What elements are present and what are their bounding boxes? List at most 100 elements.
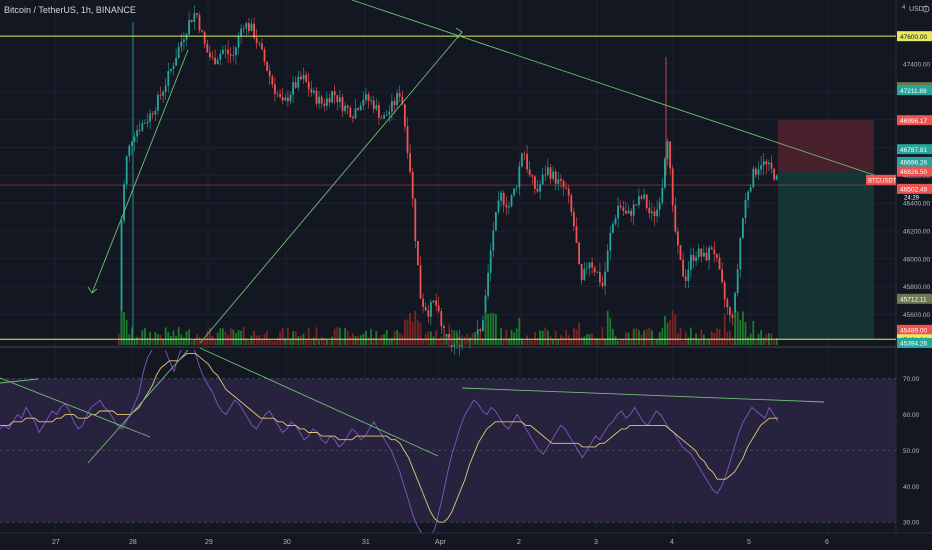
- volume-bar: [734, 312, 736, 345]
- candle-body: [248, 23, 250, 32]
- candle-body: [573, 211, 575, 227]
- volume-bar: [229, 328, 232, 345]
- volume-bar: [326, 339, 328, 345]
- price-label-text: 47600.00: [900, 34, 927, 41]
- candle-body: [531, 174, 534, 177]
- rsi-tick-label: 50.00: [903, 448, 920, 455]
- candle-body: [240, 28, 242, 36]
- price-label-text: 45712.11: [900, 296, 927, 303]
- volume-bar: [536, 338, 539, 345]
- candle-body: [281, 96, 284, 101]
- candle-body: [271, 76, 274, 85]
- candle-body: [731, 314, 734, 318]
- volume-bar: [627, 332, 630, 345]
- candle-body: [484, 295, 487, 321]
- volume-bar: [523, 340, 526, 345]
- candle-body: [162, 91, 164, 96]
- volume-bar: [149, 331, 151, 345]
- volume-bar: [307, 328, 310, 345]
- candle-body: [541, 174, 544, 185]
- volume-bar: [320, 336, 323, 345]
- volume-bar: [393, 331, 396, 345]
- candle-body: [721, 269, 723, 283]
- candle-body: [224, 49, 227, 51]
- candle-body: [669, 141, 671, 169]
- volume-bar: [726, 331, 729, 345]
- volume-bar: [289, 338, 292, 345]
- volume-bar: [458, 339, 461, 345]
- candle-body: [193, 13, 196, 22]
- candle-body: [513, 188, 515, 196]
- candle-body: [593, 267, 596, 273]
- volume-bar: [531, 340, 534, 345]
- volume-bar: [744, 322, 747, 345]
- volume-bar: [188, 329, 190, 345]
- volume-bar: [154, 331, 157, 345]
- volume-bar: [172, 330, 175, 345]
- candle-body: [760, 165, 762, 170]
- arrow-head: [87, 286, 98, 294]
- volume-bar: [708, 338, 710, 345]
- candle-body: [294, 82, 297, 88]
- candle-body: [658, 202, 661, 210]
- volume-bar: [372, 337, 375, 345]
- volume-bar: [625, 332, 627, 345]
- candle-body: [302, 74, 305, 80]
- candle-body: [396, 93, 398, 106]
- candle-body: [323, 103, 326, 106]
- volume-bar: [705, 340, 708, 345]
- candle-body: [508, 206, 510, 208]
- volume-bar: [354, 336, 357, 345]
- volume-bar: [687, 337, 690, 345]
- volume-bar: [159, 334, 162, 345]
- candle-body: [123, 184, 125, 221]
- candle-body: [765, 161, 768, 165]
- candle-body: [372, 100, 375, 110]
- candle-body: [414, 198, 417, 242]
- time-axis: [0, 533, 932, 550]
- candle-body: [606, 250, 609, 272]
- candle-body: [393, 101, 396, 106]
- candle-body: [367, 94, 370, 101]
- volume-bar: [141, 330, 144, 345]
- trendline: [351, 0, 896, 183]
- volume-bar: [562, 336, 565, 345]
- candle-body: [424, 306, 427, 311]
- volume-bar: [170, 335, 172, 345]
- candle-body: [726, 299, 729, 308]
- volume-bar: [489, 312, 492, 345]
- candle-body: [437, 305, 440, 312]
- volume-bar: [255, 335, 258, 345]
- volume-bar: [346, 331, 349, 345]
- volume-bar: [245, 338, 248, 345]
- candle-body: [245, 23, 248, 29]
- volume-bar: [279, 332, 281, 345]
- candle-body: [229, 54, 232, 56]
- candle-body: [747, 191, 749, 200]
- candle-body: [752, 168, 755, 188]
- candle-body: [700, 248, 703, 257]
- candle-body: [398, 93, 401, 97]
- trendline: [0, 378, 39, 384]
- candle-body: [536, 188, 539, 192]
- candle-body: [422, 298, 424, 307]
- candle-body: [146, 121, 149, 123]
- volume-bar: [450, 329, 453, 345]
- price-label-tag: [897, 31, 932, 42]
- candle-body: [609, 232, 612, 251]
- volume-bar: [513, 332, 515, 345]
- volume-bar: [518, 318, 521, 345]
- candle-body: [445, 334, 448, 338]
- volume-bar: [367, 337, 370, 345]
- candle-body: [505, 204, 508, 208]
- volume-bar: [492, 313, 495, 345]
- volume-bar: [162, 339, 164, 345]
- volume-bar: [671, 310, 674, 345]
- candle-body: [370, 100, 372, 102]
- candle-body: [489, 250, 492, 273]
- volume-bar: [567, 335, 570, 345]
- price-tick-label: 46000.00: [903, 256, 930, 263]
- candle-body: [154, 110, 157, 115]
- volume-bar: [201, 340, 203, 345]
